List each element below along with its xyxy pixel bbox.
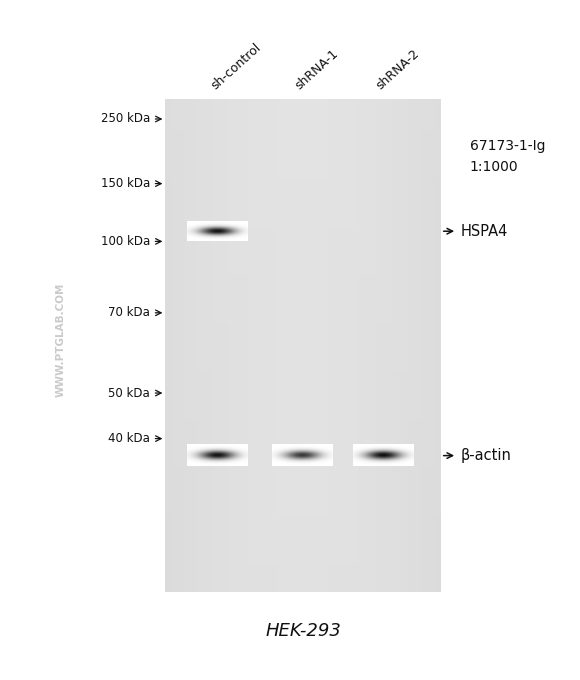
Text: 40 kDa: 40 kDa <box>108 432 150 445</box>
Text: HSPA4: HSPA4 <box>461 224 509 239</box>
Text: WWW.PTGLAB.COM: WWW.PTGLAB.COM <box>56 283 66 397</box>
Text: 67173-1-Ig
1:1000: 67173-1-Ig 1:1000 <box>470 139 545 173</box>
Text: HEK-293: HEK-293 <box>265 622 341 640</box>
Text: shRNA-2: shRNA-2 <box>374 47 422 92</box>
Text: sh-control: sh-control <box>209 41 264 92</box>
Text: 50 kDa: 50 kDa <box>108 386 150 400</box>
Text: 250 kDa: 250 kDa <box>101 112 150 126</box>
Text: β-actin: β-actin <box>461 448 512 463</box>
Text: shRNA-1: shRNA-1 <box>293 47 341 92</box>
Text: 150 kDa: 150 kDa <box>101 177 150 190</box>
Text: 70 kDa: 70 kDa <box>108 306 150 320</box>
Text: 100 kDa: 100 kDa <box>101 235 150 248</box>
